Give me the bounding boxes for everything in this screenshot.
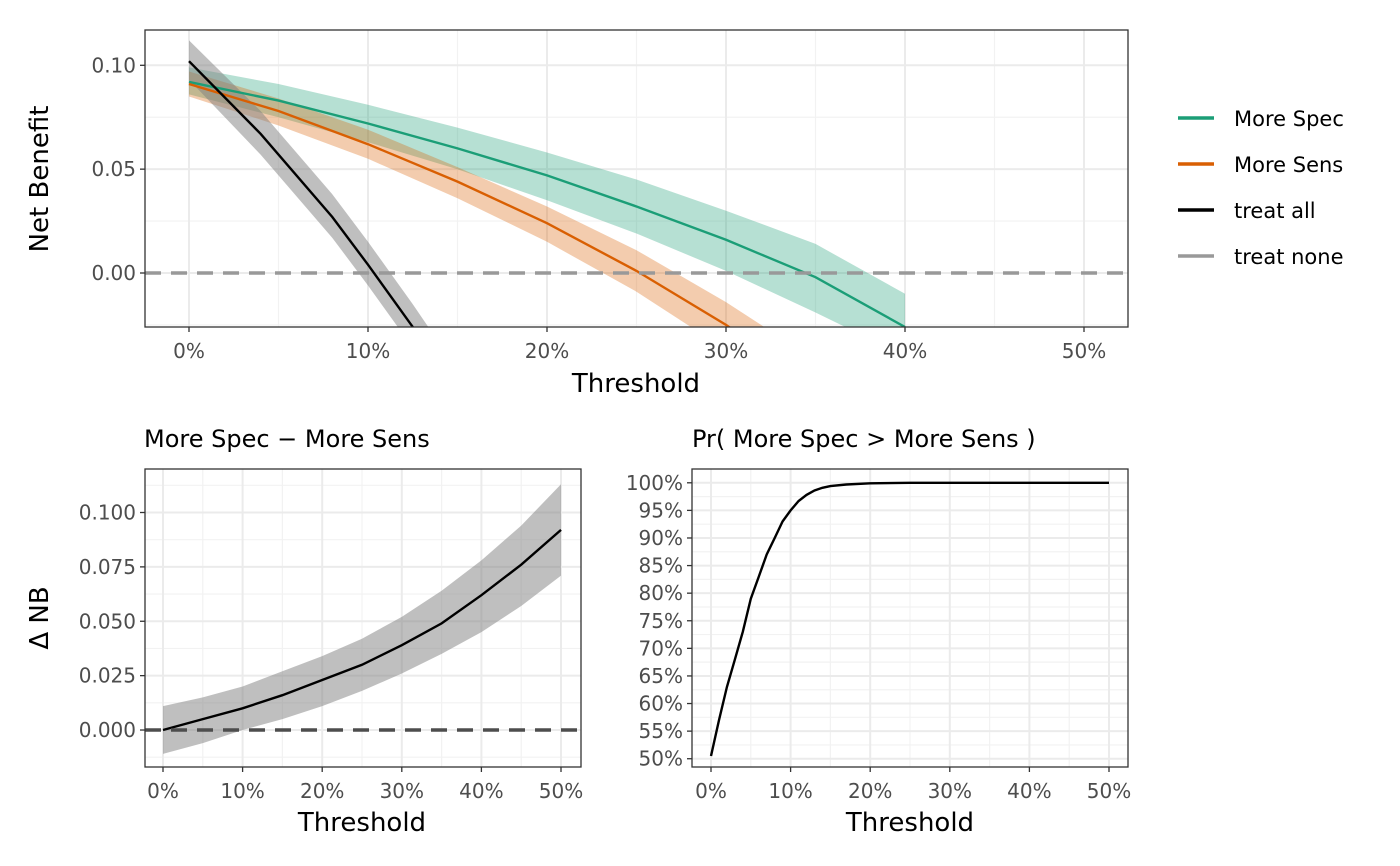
y-tick-label: 50% (639, 747, 683, 771)
x-tick-label: 10% (768, 779, 812, 803)
probability-x-axis-title: Threshold (845, 808, 974, 838)
x-tick-label: 0% (147, 779, 179, 803)
delta-nb-ticks: 0% 10% 20% 30% 40% 50% 0.000 0.025 0.050 0.075 0.1… (79, 501, 583, 803)
y-tick-label: 0.100 (79, 501, 136, 525)
y-tick-label: 55% (639, 719, 683, 743)
confidence-band (189, 67, 905, 327)
legend-label: More Sens (1234, 153, 1343, 177)
delta-nb-y-axis-title: Δ NB (25, 586, 55, 649)
panel-border (144, 29, 1129, 328)
x-tick-label: 20% (300, 779, 344, 803)
series-line (188, 60, 415, 327)
y-tick-label: 0.075 (79, 555, 136, 579)
x-tick-label: 10% (220, 779, 264, 803)
y-tick-label: 0.025 (79, 664, 136, 688)
delta-nb-grid (145, 469, 581, 767)
delta-nb-x-axis-title: Threshold (297, 808, 426, 838)
delta-nb-panel-title: More Spec − More Sens (144, 425, 430, 453)
x-tick-label: 0% (695, 779, 727, 803)
y-tick-label: 0.000 (79, 718, 136, 742)
y-tick-label: 0.10 (91, 53, 136, 77)
net-benefit-x-axis-title: Threshold (571, 369, 700, 399)
net-benefit-y-axis-title: Net Benefit (25, 106, 55, 253)
delta-nb-bands (163, 484, 561, 754)
series-line (188, 80, 906, 327)
confidence-band (189, 40, 429, 327)
probability-panel: Pr( More Spec > More Sens ) 0% 10% 20% 30% 4… (626, 425, 1131, 838)
probability-lines (691, 468, 1129, 768)
y-tick-label: 75% (639, 609, 683, 633)
y-tick-label: 90% (639, 526, 683, 550)
net-benefit-lines (144, 29, 1129, 328)
x-tick-label: 40% (883, 339, 927, 363)
legend-label: treat all (1234, 199, 1316, 223)
y-tick-label: 65% (639, 664, 683, 688)
x-tick-label: 30% (380, 779, 424, 803)
y-tick-label: 95% (639, 498, 683, 522)
legend-label: treat none (1234, 245, 1344, 269)
x-tick-label: 40% (459, 779, 503, 803)
x-tick-label: 30% (928, 779, 972, 803)
panel-border (144, 468, 582, 768)
y-tick-label: 70% (639, 636, 683, 660)
x-tick-label: 50% (1062, 339, 1106, 363)
x-tick-label: 50% (1087, 779, 1131, 803)
x-tick-label: 10% (346, 339, 390, 363)
y-tick-label: 100% (626, 471, 683, 495)
x-tick-label: 0% (173, 339, 205, 363)
panel-border (691, 468, 1129, 768)
legend-label: More Spec (1234, 107, 1344, 131)
y-tick-label: 80% (639, 581, 683, 605)
confidence-band (163, 484, 561, 754)
x-tick-label: 30% (704, 339, 748, 363)
y-tick-label: 0.050 (79, 609, 136, 633)
x-tick-label: 20% (848, 779, 892, 803)
y-tick-label: 0.05 (91, 157, 136, 181)
probability-panel-title: Pr( More Spec > More Sens ) (692, 425, 1036, 453)
legend: More Spec More Sens treat all treat none (1178, 107, 1344, 269)
y-tick-label: 60% (639, 692, 683, 716)
delta-nb-panel: More Spec − More Sens 0% 10% 20% 30% 40% 50%0… (25, 425, 583, 838)
net-benefit-panel: 0% 10% 20% 30% 40% 50%0.000.050.10 Threshold … (25, 29, 1129, 399)
delta-nb-lines (144, 468, 582, 768)
series-line (188, 82, 732, 327)
net-benefit-ticks: 0% 10% 20% 30% 40% 50% 0.00 0.05 0.10 (91, 53, 1106, 363)
x-tick-label: 20% (525, 339, 569, 363)
y-tick-label: 0.00 (91, 261, 136, 285)
x-tick-label: 40% (1007, 779, 1051, 803)
y-tick-label: 85% (639, 554, 683, 578)
probability-ticks: 0% 10% 20% 30% 40% 50% 50% 55% 60% 65% 70% 75% 80% 85… (626, 471, 1131, 803)
series-line (162, 528, 562, 732)
series-line (709, 481, 1109, 757)
x-tick-label: 50% (539, 779, 583, 803)
net-benefit-grid (145, 30, 1128, 327)
probability-grid (692, 469, 1128, 767)
